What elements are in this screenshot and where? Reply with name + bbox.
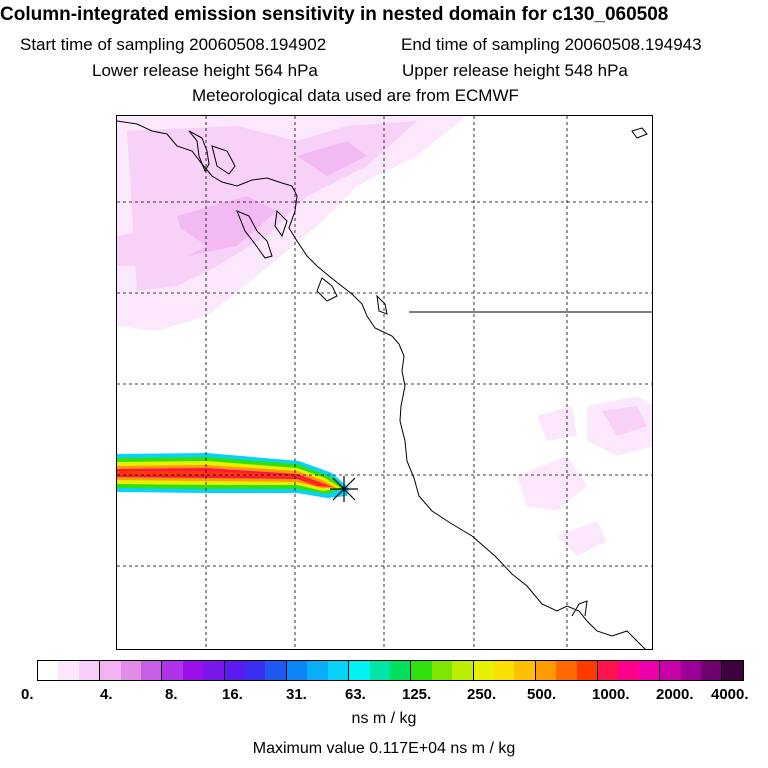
map-title: Column-integrated emission sensitivity i… (0, 4, 669, 25)
low-sensitivity-plume-north (117, 116, 467, 331)
maximum-value: Maximum value 0.117E+04 ns m / kg (252, 740, 516, 757)
map-canvas (117, 116, 652, 649)
map-panel (116, 115, 653, 650)
release-point-marker (330, 476, 358, 502)
colorbar-segment (472, 661, 494, 680)
upper-release-height: Upper release height 548 hPa (402, 61, 628, 80)
start-sampling-time: Start time of sampling 20060508.194902 (20, 35, 327, 54)
colorbar-segment (223, 661, 246, 680)
colorbar-segment (534, 661, 557, 680)
colorbar-segment (514, 661, 535, 680)
colorbar-segment (245, 661, 266, 680)
colorbar-segment (141, 661, 162, 680)
colorbar-segment (182, 661, 204, 680)
colorbar-segment (327, 661, 349, 680)
colorbar-segment (596, 661, 619, 680)
colorbar-segment (452, 661, 473, 680)
high-sensitivity-plume (117, 453, 349, 498)
colorbar-segment (618, 661, 639, 680)
colorbar-segment (638, 661, 660, 680)
lower-release-height: Lower release height 564 hPa (92, 61, 318, 80)
colorbar-segment (161, 661, 183, 680)
colorbar-segment (58, 661, 79, 680)
color-scale-bar (37, 660, 744, 681)
colorbar-segment (307, 661, 328, 680)
colorbar-segment (120, 661, 142, 680)
colorbar-tick-label: 0. (21, 686, 34, 703)
colorbar-segment (348, 661, 370, 680)
colorbar-tick-label: 63. (345, 686, 366, 703)
colorbar-segment (78, 661, 100, 680)
colorbar-segment (659, 661, 681, 680)
end-sampling-time: End time of sampling 20060508.194943 (401, 35, 702, 54)
colorbar-tick-label: 16. (222, 686, 243, 703)
colorbar-tick-label: 125. (402, 686, 432, 703)
colorbar-segment (680, 661, 701, 680)
colorbar-segment (203, 661, 224, 680)
colorbar-segment (410, 661, 432, 680)
colorbar-tick-label: 4000. (711, 686, 749, 703)
colorbar-segment (99, 661, 121, 680)
meteorological-data-source: Meteorological data used are from ECMWF (192, 86, 519, 105)
colorbar-tick-label: 8. (165, 686, 178, 703)
colorbar-segment (38, 661, 59, 680)
colorbar-units: ns m / kg (351, 710, 417, 727)
colorbar-segment (721, 661, 743, 680)
colorbar-tick-label: 2000. (656, 686, 694, 703)
colorbar-tick-label: 500. (527, 686, 557, 703)
colorbar-segment (576, 661, 597, 680)
graticule (117, 116, 652, 649)
colorbar-segment (369, 661, 390, 680)
colorbar-segment (285, 661, 308, 680)
coastlines (117, 120, 652, 649)
colorbar-segment (265, 661, 286, 680)
colorbar-tick-label: 1000. (592, 686, 630, 703)
colorbar-segment (431, 661, 453, 680)
colorbar-tick-label: 250. (467, 686, 497, 703)
colorbar-segment (389, 661, 411, 680)
colorbar-segment (556, 661, 577, 680)
colorbar-tick-label: 31. (286, 686, 307, 703)
low-sensitivity-patches-east (517, 396, 652, 556)
colorbar-tick-label: 4. (100, 686, 113, 703)
colorbar-segment (493, 661, 515, 680)
colorbar-segment (701, 661, 722, 680)
